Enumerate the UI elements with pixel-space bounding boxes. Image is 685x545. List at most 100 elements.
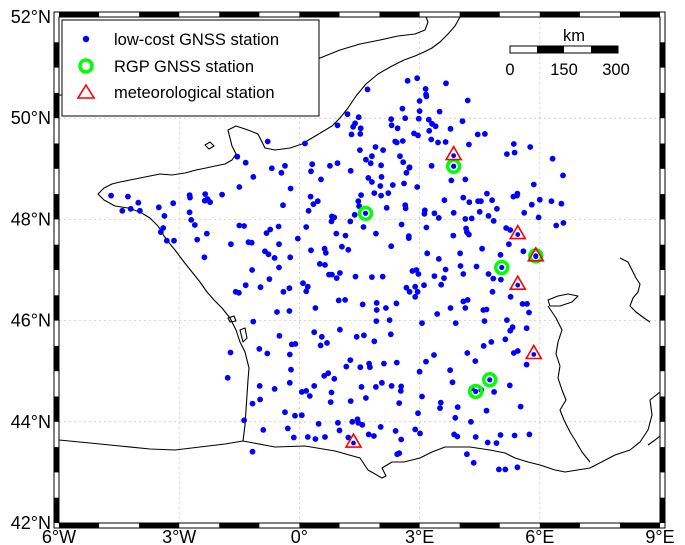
frame-segment (139, 523, 180, 528)
meteo-legend-marker (76, 83, 96, 99)
low-cost-station (358, 384, 365, 390)
lat-tick-label: 52°N (11, 7, 51, 27)
low-cost-station (268, 165, 275, 172)
low-cost-station (423, 93, 430, 100)
meteo-station-center (515, 282, 521, 288)
low-cost-station (282, 409, 288, 416)
graticule-grid (59, 17, 660, 523)
low-cost-station (466, 199, 473, 206)
low-cost-station (447, 125, 454, 132)
low-cost-station (317, 342, 324, 349)
low-cost-station (378, 174, 385, 180)
low-cost-station (306, 393, 313, 399)
low-cost-station (377, 424, 384, 430)
meteo-station-center (531, 352, 537, 357)
low-cost-station (473, 263, 480, 270)
low-cost-station (521, 209, 528, 216)
low-cost-station (485, 271, 492, 277)
low-cost-station (322, 262, 328, 268)
low-cost-station (389, 182, 396, 188)
frame-segment (54, 143, 59, 169)
low-cost-station (457, 250, 463, 257)
low-cost-station (227, 349, 234, 356)
low-cost-station (387, 331, 394, 338)
low-cost-station (307, 193, 314, 200)
rgp-station-center (473, 388, 479, 395)
low-cost-station (357, 147, 363, 154)
legend-label-low-cost: low-cost GNSS station (114, 31, 279, 49)
low-cost-station (264, 350, 271, 357)
low-cost-station (304, 434, 311, 440)
low-cost-station (493, 440, 500, 446)
frame-segment (59, 523, 100, 528)
meteo-station-center (515, 232, 521, 237)
meteo-station (508, 274, 527, 290)
low-cost-station (194, 236, 201, 243)
low-cost-station (491, 389, 497, 395)
low-cost-station (260, 427, 267, 433)
low-cost-station (333, 275, 340, 281)
low-cost-station (119, 207, 126, 214)
low-cost-station (349, 418, 356, 425)
low-cost-station (363, 156, 369, 163)
low-cost-station (560, 220, 567, 226)
low-cost-station (423, 224, 430, 231)
low-cost-station (484, 190, 490, 197)
low-cost-station (411, 130, 417, 137)
frame-segment (539, 523, 580, 528)
frame-segment (660, 345, 665, 372)
low-cost-station (383, 204, 390, 211)
meteo-station (444, 145, 463, 161)
low-cost-station (303, 224, 310, 230)
low-cost-station (357, 364, 364, 371)
low-cost-station (360, 224, 367, 230)
low-cost-station (549, 155, 556, 162)
low-cost-station (449, 379, 456, 386)
low-cost-station (373, 230, 379, 237)
low-cost-station (443, 80, 449, 87)
low-cost-station (327, 162, 333, 169)
low-cost-station (171, 237, 177, 244)
low-cost-station (286, 285, 293, 292)
low-cost-station (274, 309, 280, 315)
legend: low-cost GNSS station RGP GNSS station m… (61, 19, 320, 117)
low-cost-station (435, 215, 442, 221)
low-cost-station (424, 250, 431, 257)
low-cost-station (286, 351, 293, 358)
low-cost-station (514, 464, 521, 471)
low-cost-station (441, 197, 448, 204)
low-cost-station (373, 300, 380, 306)
scale-unit: km (563, 27, 585, 45)
low-cost-station (321, 245, 328, 252)
low-cost-station (327, 399, 334, 405)
low-cost-station (161, 213, 168, 219)
low-cost-station (288, 366, 294, 373)
low-cost-station (416, 98, 423, 104)
low-cost-station (271, 255, 278, 261)
corsica (647, 435, 660, 446)
rgp-station-center (451, 163, 457, 169)
low-cost-station (377, 183, 384, 189)
low-cost-station (369, 274, 375, 280)
low-cost-station (496, 466, 502, 473)
low-cost-station (524, 301, 530, 307)
low-cost-station (452, 320, 459, 326)
low-cost-station (447, 305, 454, 311)
meteo-station-center (451, 153, 457, 159)
low-cost-station (345, 246, 352, 253)
low-cost-station (188, 217, 195, 223)
low-cost-station (339, 243, 345, 250)
low-cost-station (359, 301, 366, 308)
low-cost-station (366, 360, 372, 367)
low-cost-station (436, 108, 443, 115)
low-cost-station (267, 226, 274, 233)
low-cost-station (347, 218, 354, 225)
scale-bar: km 0 150 300 (505, 27, 629, 79)
lon-tick-label: 6°W (42, 527, 76, 545)
low-cost-station (328, 389, 335, 396)
frame-segment (379, 12, 420, 17)
frame-segment (54, 447, 59, 473)
low-cost-station (511, 149, 518, 156)
low-cost-station (403, 169, 410, 176)
low-cost-station (454, 404, 461, 410)
